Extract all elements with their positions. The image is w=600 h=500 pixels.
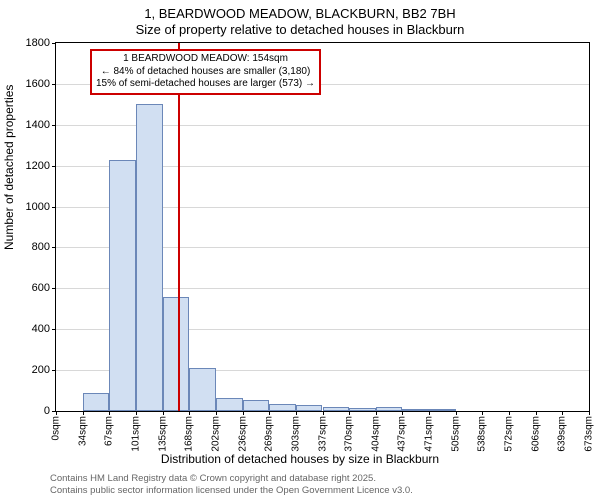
y-tick-mark bbox=[52, 207, 56, 208]
x-tick-mark bbox=[509, 411, 510, 415]
x-tick-label: 34sqm bbox=[77, 416, 88, 446]
footer-line-1: Contains HM Land Registry data © Crown c… bbox=[50, 473, 376, 484]
y-tick-label: 1400 bbox=[26, 119, 50, 131]
chart-container: 1, BEARDWOOD MEADOW, BLACKBURN, BB2 7BH … bbox=[0, 0, 600, 500]
x-tick-mark bbox=[269, 411, 270, 415]
x-tick-label: 202sqm bbox=[210, 416, 221, 452]
x-tick-label: 572sqm bbox=[504, 416, 515, 452]
x-tick-mark bbox=[56, 411, 57, 415]
x-tick-label: 404sqm bbox=[370, 416, 381, 452]
x-tick-mark bbox=[243, 411, 244, 415]
histogram-bar bbox=[402, 409, 429, 411]
histogram-bar bbox=[109, 160, 136, 411]
x-tick-mark bbox=[136, 411, 137, 415]
y-tick-label: 1200 bbox=[26, 160, 50, 172]
x-tick-label: 0sqm bbox=[51, 416, 62, 440]
y-tick-label: 800 bbox=[32, 241, 50, 253]
annotation-box: 1 BEARDWOOD MEADOW: 154sqm ← 84% of deta… bbox=[90, 49, 321, 95]
y-tick-mark bbox=[52, 288, 56, 289]
annotation-line-3: 15% of semi-detached houses are larger (… bbox=[96, 78, 315, 91]
y-tick-mark bbox=[52, 43, 56, 44]
annotation-line-1: 1 BEARDWOOD MEADOW: 154sqm bbox=[96, 53, 315, 66]
plot-area: 0200400600800100012001400160018000sqm34s… bbox=[55, 42, 590, 412]
y-tick-mark bbox=[52, 166, 56, 167]
x-tick-label: 538sqm bbox=[477, 416, 488, 452]
x-tick-mark bbox=[376, 411, 377, 415]
y-tick-mark bbox=[52, 125, 56, 126]
histogram-bar bbox=[216, 398, 243, 411]
x-tick-label: 236sqm bbox=[237, 416, 248, 452]
x-tick-label: 437sqm bbox=[397, 416, 408, 452]
x-tick-mark bbox=[536, 411, 537, 415]
x-tick-mark bbox=[456, 411, 457, 415]
y-tick-mark bbox=[52, 370, 56, 371]
x-tick-label: 168sqm bbox=[184, 416, 195, 452]
y-tick-mark bbox=[52, 329, 56, 330]
x-tick-mark bbox=[429, 411, 430, 415]
histogram-bar bbox=[189, 368, 216, 411]
x-tick-label: 471sqm bbox=[424, 416, 435, 452]
y-axis-label: Number of detached properties bbox=[2, 85, 16, 250]
histogram-bar bbox=[83, 393, 110, 411]
histogram-bar bbox=[323, 407, 350, 411]
histogram-bar bbox=[163, 297, 190, 411]
x-axis-label: Distribution of detached houses by size … bbox=[0, 452, 600, 466]
x-tick-label: 101sqm bbox=[130, 416, 141, 452]
x-tick-label: 135sqm bbox=[157, 416, 168, 452]
x-tick-label: 67sqm bbox=[104, 416, 115, 446]
x-tick-label: 606sqm bbox=[530, 416, 541, 452]
x-tick-label: 370sqm bbox=[344, 416, 355, 452]
annotation-line-2: ← 84% of detached houses are smaller (3,… bbox=[96, 66, 315, 79]
y-tick-mark bbox=[52, 84, 56, 85]
histogram-bar bbox=[136, 104, 163, 411]
histogram-bar bbox=[296, 405, 323, 411]
property-marker-line bbox=[178, 43, 180, 411]
y-tick-label: 1800 bbox=[26, 37, 50, 49]
histogram-bar bbox=[376, 407, 403, 411]
x-tick-mark bbox=[589, 411, 590, 415]
y-tick-label: 400 bbox=[32, 323, 50, 335]
x-tick-label: 337sqm bbox=[317, 416, 328, 452]
y-tick-mark bbox=[52, 247, 56, 248]
histogram-bar bbox=[243, 400, 270, 411]
x-tick-mark bbox=[109, 411, 110, 415]
x-tick-mark bbox=[163, 411, 164, 415]
title-line-1: 1, BEARDWOOD MEADOW, BLACKBURN, BB2 7BH bbox=[0, 6, 600, 21]
y-tick-label: 1000 bbox=[26, 201, 50, 213]
x-tick-mark bbox=[189, 411, 190, 415]
y-tick-label: 0 bbox=[44, 405, 50, 417]
histogram-bar bbox=[349, 408, 376, 411]
title-line-2: Size of property relative to detached ho… bbox=[0, 22, 600, 37]
x-tick-mark bbox=[323, 411, 324, 415]
x-tick-mark bbox=[402, 411, 403, 415]
x-tick-label: 303sqm bbox=[290, 416, 301, 452]
x-tick-mark bbox=[482, 411, 483, 415]
y-tick-label: 200 bbox=[32, 364, 50, 376]
x-tick-label: 505sqm bbox=[450, 416, 461, 452]
histogram-bar bbox=[269, 404, 296, 411]
x-tick-label: 639sqm bbox=[557, 416, 568, 452]
x-tick-mark bbox=[216, 411, 217, 415]
x-tick-mark bbox=[562, 411, 563, 415]
x-tick-label: 673sqm bbox=[584, 416, 595, 452]
x-tick-mark bbox=[349, 411, 350, 415]
y-tick-label: 600 bbox=[32, 282, 50, 294]
x-tick-mark bbox=[296, 411, 297, 415]
x-tick-label: 269sqm bbox=[264, 416, 275, 452]
y-tick-label: 1600 bbox=[26, 78, 50, 90]
x-tick-mark bbox=[83, 411, 84, 415]
footer-line-2: Contains public sector information licen… bbox=[50, 485, 413, 496]
histogram-bar bbox=[429, 409, 456, 411]
